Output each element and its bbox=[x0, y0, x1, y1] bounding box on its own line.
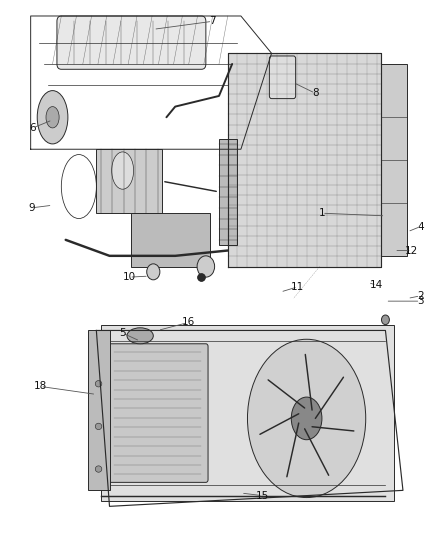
FancyBboxPatch shape bbox=[107, 344, 208, 482]
Bar bbox=[101, 325, 394, 501]
Text: 5: 5 bbox=[119, 328, 126, 338]
Ellipse shape bbox=[197, 256, 215, 277]
Ellipse shape bbox=[95, 466, 102, 472]
Ellipse shape bbox=[247, 340, 366, 498]
Text: 14: 14 bbox=[370, 280, 383, 290]
Text: 9: 9 bbox=[28, 203, 35, 213]
Bar bbox=[96, 149, 162, 213]
Text: 8: 8 bbox=[312, 88, 319, 98]
Text: 16: 16 bbox=[182, 318, 195, 327]
Text: 15: 15 bbox=[256, 491, 269, 500]
Ellipse shape bbox=[298, 405, 315, 432]
Text: 12: 12 bbox=[405, 246, 418, 255]
Ellipse shape bbox=[112, 152, 134, 189]
Text: 2: 2 bbox=[417, 291, 424, 301]
Ellipse shape bbox=[291, 397, 322, 440]
Ellipse shape bbox=[127, 328, 153, 344]
Bar bbox=[131, 213, 210, 266]
Text: 10: 10 bbox=[123, 272, 136, 282]
Text: 7: 7 bbox=[209, 17, 216, 26]
Text: 18: 18 bbox=[34, 382, 47, 391]
Ellipse shape bbox=[95, 423, 102, 430]
Text: 11: 11 bbox=[291, 282, 304, 292]
FancyBboxPatch shape bbox=[57, 16, 206, 69]
Ellipse shape bbox=[95, 381, 102, 387]
Ellipse shape bbox=[147, 264, 160, 280]
Text: 3: 3 bbox=[417, 296, 424, 306]
Bar bbox=[228, 53, 381, 266]
Ellipse shape bbox=[37, 91, 68, 144]
Ellipse shape bbox=[381, 315, 389, 325]
Ellipse shape bbox=[46, 107, 59, 128]
Bar bbox=[219, 139, 237, 245]
Bar bbox=[381, 64, 407, 256]
Bar bbox=[88, 330, 110, 490]
Text: 6: 6 bbox=[29, 123, 36, 133]
Text: 4: 4 bbox=[417, 222, 424, 231]
Text: 1: 1 bbox=[318, 208, 325, 218]
FancyBboxPatch shape bbox=[269, 56, 296, 99]
